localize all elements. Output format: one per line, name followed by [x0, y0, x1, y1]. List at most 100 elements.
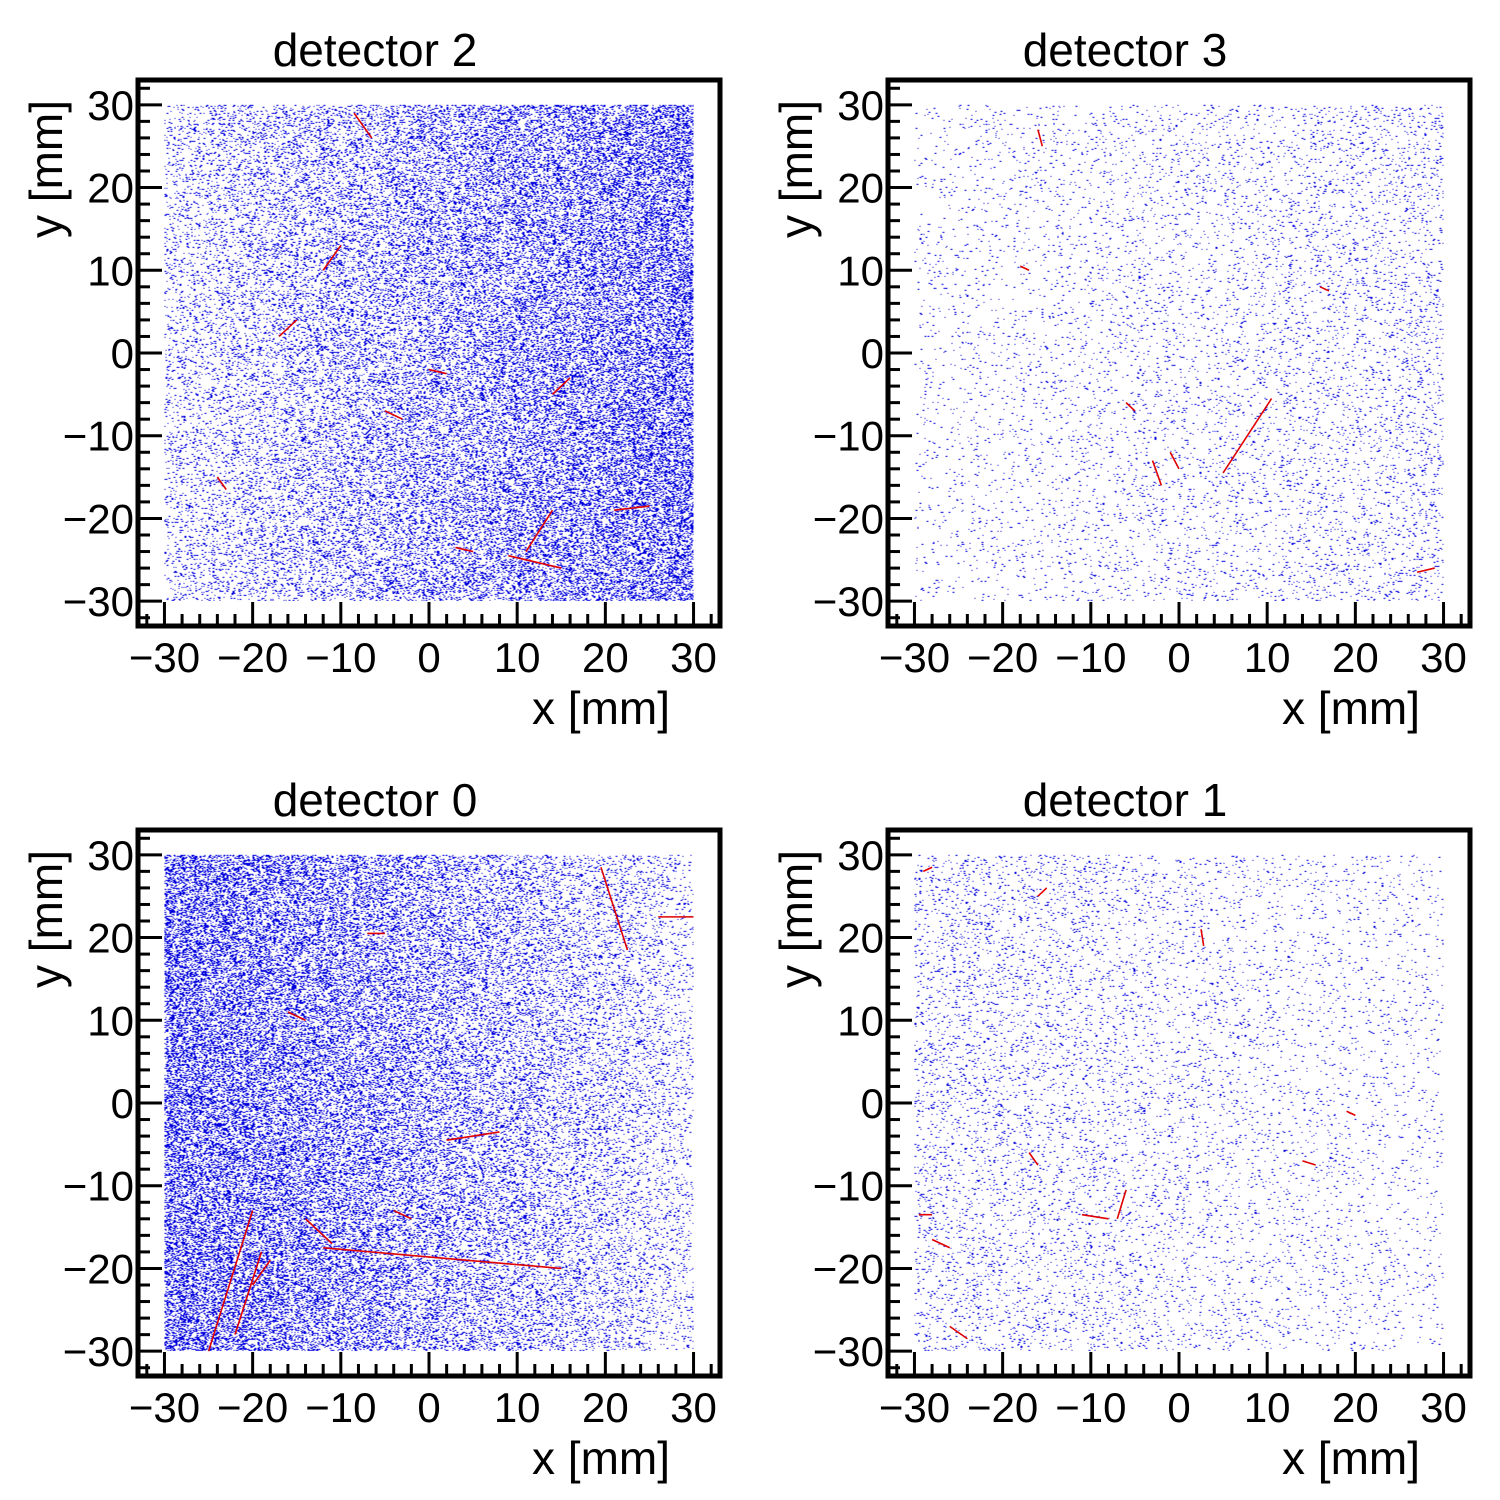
x-tick-label: 0 — [417, 634, 440, 681]
track-segment — [216, 476, 227, 490]
track-segment — [600, 866, 629, 951]
hit-map — [914, 854, 1444, 1351]
hit-map — [164, 104, 694, 601]
track-segment — [446, 1131, 500, 1142]
y-tick-label: 20 — [837, 165, 884, 212]
y-axis-label: y [mm] — [20, 100, 72, 238]
track-segment — [1222, 398, 1273, 474]
y-tick-label: −10 — [63, 1163, 134, 1210]
y-tick-label: 30 — [837, 82, 884, 129]
track-segment — [428, 368, 447, 375]
x-tick-label: 10 — [1244, 1384, 1291, 1431]
y-tick-label: 10 — [87, 247, 134, 294]
panel-title: detector 0 — [273, 774, 478, 826]
x-tick-label: 30 — [1420, 1384, 1467, 1431]
track-segment — [287, 1011, 306, 1021]
track-segment — [508, 554, 562, 569]
y-tick-label: 30 — [87, 82, 134, 129]
x-tick-label: 20 — [582, 1384, 629, 1431]
x-tick-label: 0 — [1167, 634, 1190, 681]
track-segment — [323, 1246, 562, 1270]
track-segment — [1302, 1160, 1316, 1166]
track-segment — [1151, 460, 1163, 486]
x-tick-label: 10 — [1244, 634, 1291, 681]
x-tick-label: −20 — [967, 634, 1038, 681]
x-tick-label: 10 — [494, 634, 541, 681]
x-tick-label: −20 — [217, 1384, 288, 1431]
track-segment — [551, 377, 571, 395]
track-segment — [1346, 1110, 1356, 1117]
x-axis-label: x [mm] — [532, 682, 670, 734]
y-tick-label: 0 — [111, 1080, 134, 1127]
track-segment — [1200, 929, 1205, 946]
x-tick-label: 10 — [494, 1384, 541, 1431]
track-segment — [1028, 1152, 1039, 1166]
track-segment — [949, 1325, 968, 1340]
x-tick-label: −10 — [1055, 634, 1126, 681]
panel-title: detector 1 — [1023, 774, 1228, 826]
x-tick-label: 20 — [1332, 634, 1379, 681]
y-tick-label: 0 — [861, 330, 884, 377]
x-tick-label: −20 — [217, 634, 288, 681]
hit-map — [914, 104, 1444, 601]
x-tick-label: 20 — [1332, 1384, 1379, 1431]
y-tick-label: −20 — [63, 1245, 134, 1292]
y-tick-label: −30 — [63, 578, 134, 625]
x-tick-label: 20 — [582, 634, 629, 681]
y-tick-label: 10 — [87, 997, 134, 1044]
track-segment — [1037, 887, 1048, 897]
x-tick-label: −30 — [879, 1384, 950, 1431]
track-segment — [1019, 265, 1030, 271]
hit-map — [164, 854, 694, 1351]
track-segment — [353, 112, 373, 139]
x-tick-label: −10 — [305, 634, 376, 681]
track-segment — [1416, 567, 1435, 574]
y-tick-label: 30 — [87, 832, 134, 879]
x-axis-label: x [mm] — [1282, 1432, 1420, 1484]
y-tick-label: −10 — [813, 1163, 884, 1210]
track-segment — [384, 410, 403, 420]
y-tick-label: −20 — [63, 495, 134, 542]
y-tick-label: −30 — [63, 1328, 134, 1375]
y-axis-label: y [mm] — [770, 850, 822, 988]
y-tick-label: 10 — [837, 247, 884, 294]
track-segment — [304, 1218, 333, 1245]
y-tick-label: 10 — [837, 997, 884, 1044]
y-axis-label: y [mm] — [770, 100, 822, 238]
track-segment — [278, 319, 298, 338]
track-segment — [1116, 1189, 1127, 1220]
y-tick-label: 20 — [87, 165, 134, 212]
x-tick-label: −30 — [879, 634, 950, 681]
panel-title: detector 2 — [273, 24, 478, 76]
x-tick-label: −20 — [967, 1384, 1038, 1431]
track-segment — [525, 509, 554, 552]
x-tick-label: 30 — [670, 634, 717, 681]
panel-detector-0: detector 0 x [mm] y [mm] −30 −20 −10 0 10 20 3… — [20, 774, 723, 1484]
x-tick-label: 0 — [1167, 1384, 1190, 1431]
x-axis-label: x [mm] — [532, 1432, 670, 1484]
track-segment — [234, 1251, 263, 1335]
track-segment — [922, 866, 933, 873]
panel-title: detector 3 — [1023, 24, 1228, 76]
x-tick-label: −10 — [1055, 1384, 1126, 1431]
y-tick-label: 0 — [861, 1080, 884, 1127]
x-axis-label: x [mm] — [1282, 682, 1420, 734]
y-tick-label: 20 — [837, 915, 884, 962]
track-segment — [455, 546, 474, 553]
y-tick-label: −20 — [813, 1245, 884, 1292]
track-segment — [1169, 451, 1180, 470]
track-segment — [1081, 1213, 1109, 1220]
track-segment — [614, 505, 650, 511]
x-tick-label: 30 — [670, 1384, 717, 1431]
y-axis-label: y [mm] — [20, 850, 72, 988]
panel-detector-2: detector 2 x [mm] y [mm] −30 −20 −10 0 10 20 3… — [20, 24, 723, 734]
x-tick-label: 30 — [1420, 634, 1467, 681]
panel-detector-3: detector 3 x [mm] y [mm] −30 −20 −10 0 10 20 3… — [770, 24, 1473, 734]
x-tick-label: −30 — [129, 634, 200, 681]
track-segment — [1037, 129, 1044, 147]
x-tick-label: 0 — [417, 1384, 440, 1431]
y-tick-label: 20 — [87, 915, 134, 962]
y-tick-label: 30 — [837, 832, 884, 879]
y-tick-label: −30 — [813, 578, 884, 625]
